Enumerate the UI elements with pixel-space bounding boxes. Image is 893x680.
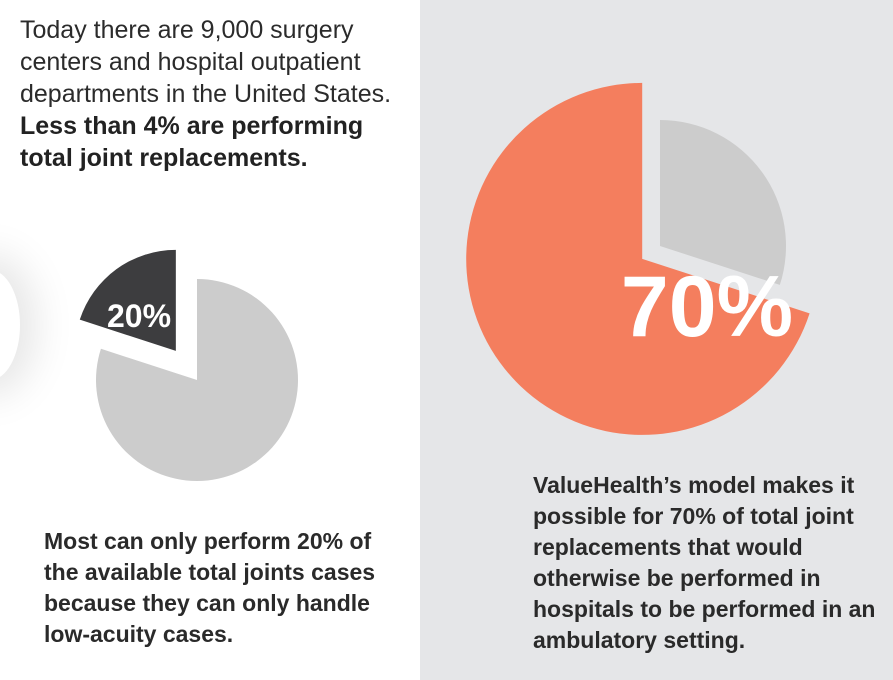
right-panel: 70%	[420, 0, 893, 680]
caption-right: ValueHealth’s model makes it possible fo…	[533, 472, 876, 653]
caption-left: Most can only perform 20% of the availab…	[44, 528, 376, 647]
pie-slice-80-percent	[95, 279, 299, 481]
pie-slice-20-percent	[79, 249, 176, 351]
intro-bold-text: Less than 4% are performing total joint …	[20, 112, 364, 172]
pie-slice-30-percent	[660, 120, 787, 285]
pie-label-70-percent: 70%	[621, 259, 793, 355]
intro-text: Today there are 9,000 surgery centers an…	[20, 14, 400, 174]
pie-chart-surgery-centers: 20%	[79, 249, 299, 481]
pie-label-20-percent: 20%	[107, 298, 171, 334]
pie-chart-valuehealth: 70%	[466, 82, 810, 435]
left-panel: Today there are 9,000 surgery centers an…	[0, 0, 420, 680]
pie-slice-70-percent	[466, 82, 810, 435]
intro-normal-text: Today there are 9,000 surgery centers an…	[20, 16, 392, 108]
